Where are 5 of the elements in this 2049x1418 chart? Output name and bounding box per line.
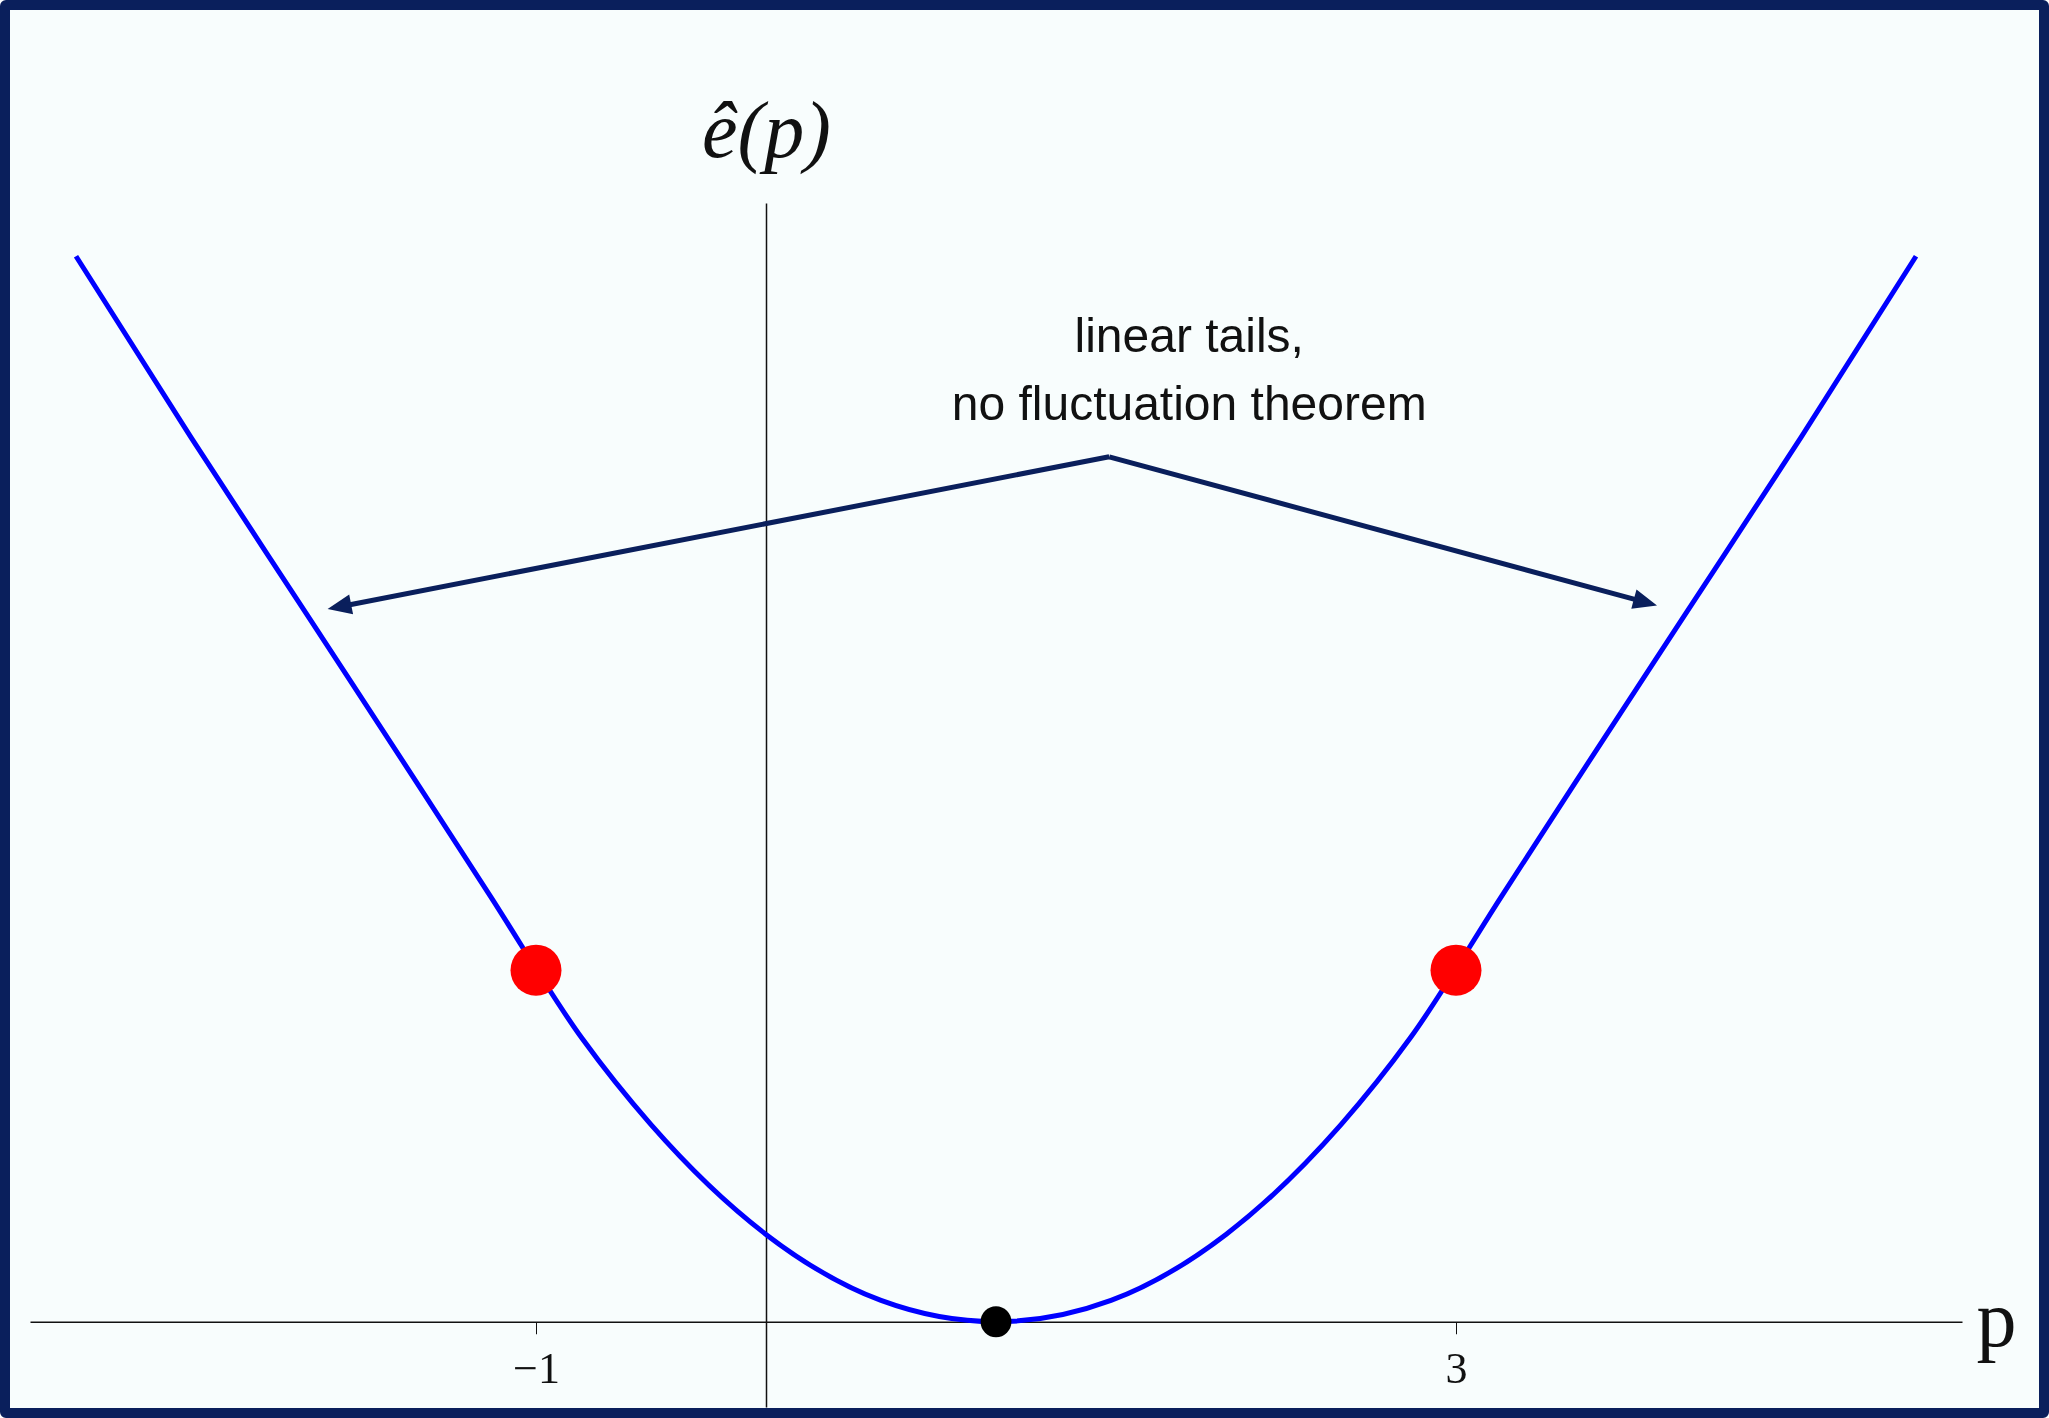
x-tick-label: −1 xyxy=(513,1344,560,1394)
y-axis-title: ê(p) xyxy=(702,85,831,175)
x-axis-title: p xyxy=(1976,1275,2017,1364)
x-tick-label: 3 xyxy=(1445,1344,1468,1394)
annotation: linear tails, no fluctuation theorem xyxy=(951,308,1427,430)
